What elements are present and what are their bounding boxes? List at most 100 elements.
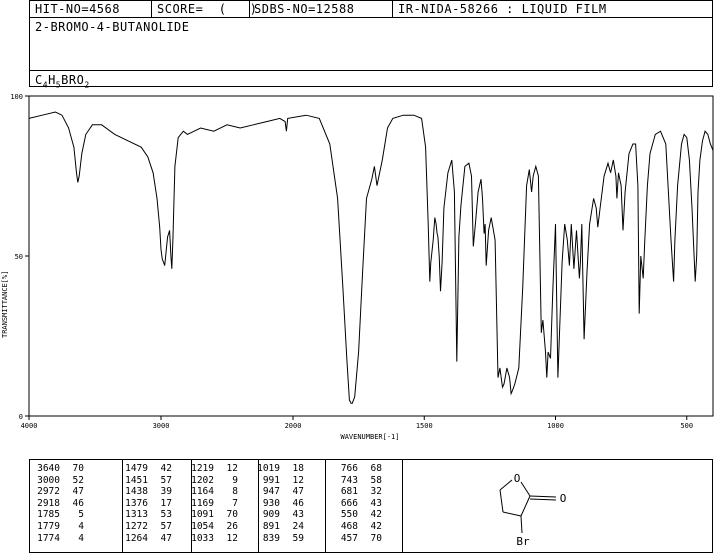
peak-transmittance: 57 — [160, 521, 172, 532]
ring-oxygen-label: O — [514, 472, 521, 485]
x-tick-label: 1500 — [416, 422, 433, 430]
peak-wavenumber: 1313 — [125, 509, 148, 521]
y-axis-label: TRANSMITTANCE[%] — [1, 271, 9, 338]
peak-transmittance: 17 — [160, 497, 172, 509]
peak-wavenumber: 1219 — [191, 463, 214, 474]
divider — [258, 460, 259, 552]
x-tick-label: 4000 — [21, 422, 38, 430]
sdbs-number: SDBS-NO=12588 — [254, 2, 355, 16]
x-ticks: 4000 3000 2000 1500 1000 500 — [21, 416, 693, 430]
peak-wavenumber: 1438 — [125, 486, 148, 498]
y-ticks: 0 50 100 — [10, 93, 29, 421]
peak-transmittance: 43 — [292, 509, 304, 521]
bromine-label: Br — [516, 535, 530, 548]
peak-transmittance: 42 — [370, 509, 382, 521]
x-tick-label: 1000 — [547, 422, 564, 430]
peak-wavenumber: 1054 — [191, 521, 214, 532]
divider — [151, 1, 152, 17]
peak-wavenumber: 468 — [340, 521, 358, 532]
peak-wavenumber: 681 — [340, 486, 358, 498]
peak-transmittance: 12 — [292, 474, 304, 486]
divider — [325, 460, 326, 552]
peak-transmittance: 46 — [72, 497, 84, 509]
peak-transmittance: 18 — [292, 463, 304, 474]
y-tick-label: 50 — [15, 253, 23, 261]
hit-number: HIT-NO=4568 — [35, 2, 120, 16]
peak-transmittance: 32 — [370, 486, 382, 498]
peak-transmittance: 4 — [78, 521, 84, 532]
peak-wavenumber: 666 — [340, 497, 358, 509]
peak-wavenumber: 909 — [262, 509, 280, 521]
peak-wavenumber: 947 — [262, 486, 280, 498]
peak-transmittance: 5 — [78, 509, 84, 521]
peak-transmittance: 52 — [72, 474, 84, 486]
peak-wavenumber: 1376 — [125, 497, 148, 509]
peak-wavenumber: 1774 — [37, 532, 60, 544]
peak-wavenumber: 1033 — [191, 532, 214, 544]
divider — [402, 460, 403, 552]
peak-wavenumber: 1169 — [191, 497, 214, 509]
peak-wavenumber: 2918 — [37, 497, 60, 509]
peak-wavenumber: 1785 — [37, 509, 60, 521]
peak-wavenumber: 2972 — [37, 486, 60, 498]
peak-transmittance: 58 — [370, 474, 382, 486]
peak-transmittance: 24 — [292, 521, 304, 532]
x-tick-label: 2000 — [285, 422, 302, 430]
plot-frame — [28, 95, 714, 417]
peak-wavenumber: 891 — [262, 521, 280, 532]
peak-transmittance: 7 — [232, 497, 238, 509]
ir-info: IR-NIDA-58266 : LIQUID FILM — [398, 2, 607, 16]
peak-transmittance: 68 — [370, 463, 382, 474]
y-tick-label: 100 — [10, 93, 23, 101]
peak-wavenumber: 1272 — [125, 521, 148, 532]
peak-wavenumber: 1164 — [191, 486, 214, 498]
peak-transmittance: 70 — [226, 509, 238, 521]
peak-wavenumber: 766 — [340, 463, 358, 474]
peak-transmittance: 42 — [160, 463, 172, 474]
peak-wavenumber: 1264 — [125, 532, 148, 544]
peak-transmittance: 47 — [292, 486, 304, 498]
peak-transmittance: 8 — [232, 486, 238, 498]
peak-wavenumber: 1202 — [191, 474, 214, 486]
score: SCORE= ( ) — [157, 2, 258, 16]
peak-wavenumber: 1479 — [125, 463, 148, 474]
molecular-formula: C4H5BRO2 — [35, 73, 90, 90]
y-tick-label: 0 — [19, 413, 23, 421]
peak-transmittance: 70 — [72, 463, 84, 474]
chemical-structure: O O Br — [499, 472, 567, 548]
peak-transmittance: 9 — [232, 474, 238, 486]
peak-wavenumber: 550 — [340, 509, 358, 521]
x-tick-label: 500 — [680, 422, 693, 430]
peak-transmittance: 12 — [226, 463, 238, 474]
peak-transmittance: 4 — [78, 532, 84, 544]
peak-wavenumber: 3000 — [37, 474, 60, 486]
peak-wavenumber: 1451 — [125, 474, 148, 486]
compound-box: 2-BROMO-4-BUTANOLIDE C4H5BRO2 — [29, 17, 713, 89]
peak-wavenumber: 930 — [262, 497, 280, 509]
ir-spectrum-chart: TRANSMITTANCE[%] WAVENUMBER[-1] 4000 3000… — [1, 93, 714, 441]
peak-wavenumber: 1779 — [37, 521, 60, 532]
peak-transmittance: 53 — [160, 509, 172, 521]
peak-transmittance: 39 — [160, 486, 172, 498]
peak-transmittance: 26 — [226, 521, 238, 532]
peak-transmittance: 42 — [370, 521, 382, 532]
peak-wavenumber: 3640 — [37, 463, 60, 474]
divider — [249, 1, 250, 17]
peak-wavenumber: 1091 — [191, 509, 214, 521]
spectrum-line — [28, 111, 714, 404]
peak-wavenumber: 457 — [340, 532, 358, 544]
carbonyl-oxygen-label: O — [560, 492, 567, 505]
divider — [122, 460, 123, 552]
peak-wavenumber: 1019 — [257, 463, 280, 474]
x-tick-label: 3000 — [153, 422, 170, 430]
peak-transmittance: 47 — [72, 486, 84, 498]
peak-transmittance: 47 — [160, 532, 172, 544]
divider — [392, 1, 393, 17]
peak-transmittance: 43 — [370, 497, 382, 509]
x-axis-label: WAVENUMBER[-1] — [340, 433, 399, 441]
peak-transmittance: 12 — [226, 532, 238, 544]
peak-transmittance: 59 — [292, 532, 304, 544]
compound-name: 2-BROMO-4-BUTANOLIDE — [35, 20, 190, 34]
peak-wavenumber: 839 — [262, 532, 280, 544]
peak-wavenumber: 743 — [340, 474, 358, 486]
